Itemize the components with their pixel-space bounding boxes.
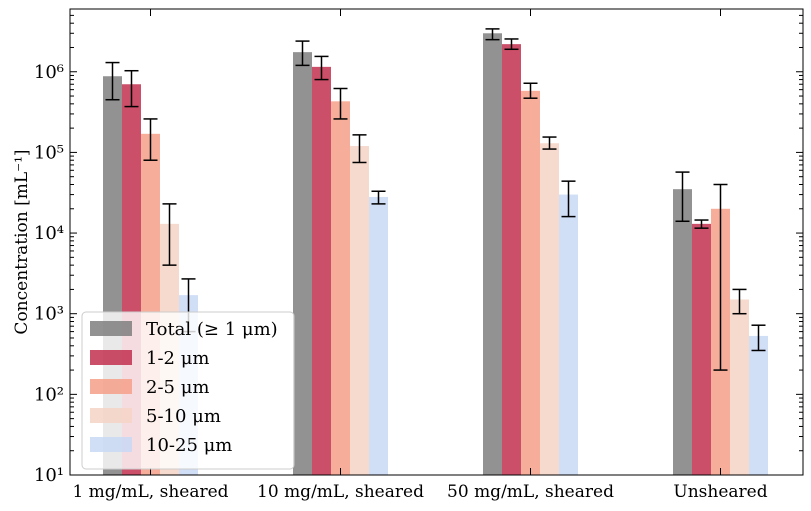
y-tick-label: 10⁴ (34, 223, 64, 244)
error-bar (561, 180, 576, 218)
bar (350, 146, 369, 476)
bar (540, 143, 559, 475)
bar (673, 189, 692, 475)
y-tick-label: 10² (34, 384, 64, 405)
bar (559, 194, 578, 475)
bar (331, 101, 350, 475)
x-axis: 1 mg/mL, sheared 10 mg/mL, sheared 50 mg/m… (72, 9, 768, 502)
legend-swatch (90, 437, 132, 452)
error-bar (314, 55, 329, 81)
error-bar (333, 87, 348, 120)
error-bar (124, 69, 139, 108)
bar (730, 299, 749, 475)
legend-item: 1-2 μm (90, 348, 209, 369)
bar (293, 52, 312, 475)
error-bar (675, 171, 690, 223)
plot-frame (69, 8, 804, 476)
error-bar (504, 38, 519, 51)
bar (369, 196, 388, 476)
bar (521, 90, 540, 475)
legend-label: 5-10 μm (146, 406, 221, 427)
x-category-label: Unsheared (673, 482, 767, 502)
error-bar (732, 288, 747, 315)
x-category-label: 1 mg/mL, sheared (72, 482, 228, 502)
legend-item: 5-10 μm (90, 406, 221, 427)
error-bar (485, 28, 500, 41)
y-tick-label: 10¹ (34, 465, 64, 486)
error-bar (751, 324, 766, 352)
error-bar (542, 136, 557, 150)
error-bar (143, 118, 158, 161)
error-bar (352, 134, 367, 164)
bar (749, 335, 768, 475)
legend: Total (≥ 1 μm) 1-2 μm 2-5 μm 5-10 μm 10-25 μ… (81, 311, 295, 470)
error-bar (713, 183, 728, 371)
legend-swatch (90, 350, 132, 365)
y-axis: 10¹ 10² 10³ 10⁴ 10⁵ 10⁶ (34, 8, 803, 486)
y-tick-label: 10⁵ (34, 142, 64, 163)
error-bar (295, 40, 310, 67)
y-axis-title: Concentration [mL⁻¹] (12, 149, 32, 334)
legend-swatch (90, 321, 132, 336)
error-bar (694, 219, 709, 229)
legend-swatch (90, 408, 132, 423)
x-category-label: 50 mg/mL, sheared (447, 482, 614, 502)
legend-label: 10-25 μm (146, 435, 232, 456)
bar (692, 223, 711, 475)
legend-label: 1-2 μm (146, 348, 209, 369)
legend-box (81, 311, 295, 470)
error-bar (162, 203, 177, 266)
y-tick-label: 10⁶ (34, 62, 64, 83)
legend-label: 2-5 μm (146, 377, 209, 398)
error-bars-layer (105, 28, 766, 371)
bar (483, 33, 502, 476)
x-category-label: 10 mg/mL, sheared (257, 482, 424, 502)
legend-item: 2-5 μm (90, 377, 209, 398)
error-bar (523, 82, 538, 99)
y-tick-label: 10³ (34, 304, 64, 325)
bar (502, 44, 521, 475)
error-bar (105, 61, 120, 101)
error-bar (371, 190, 386, 205)
legend-item: Total (≥ 1 μm) (90, 319, 278, 340)
legend-swatch (90, 379, 132, 394)
legend-item: 10-25 μm (90, 435, 232, 456)
bar (312, 66, 331, 475)
legend-label: Total (≥ 1 μm) (146, 319, 278, 340)
